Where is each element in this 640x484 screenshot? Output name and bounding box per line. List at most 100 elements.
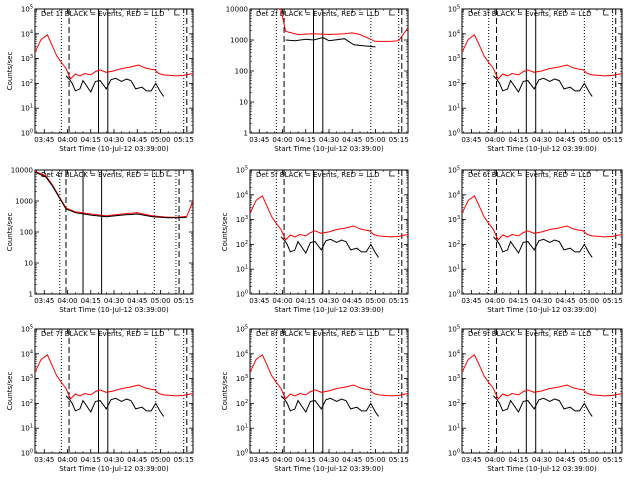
series-events-line: [493, 395, 593, 417]
x-axis-label: Start Time (10-Jul-12 03:39:00): [59, 306, 169, 314]
y-axis-label: Counts/sec: [221, 213, 229, 252]
series-lld-line: [462, 354, 622, 400]
series-lld-line: [462, 195, 622, 241]
y-tick-label: 101: [236, 265, 248, 274]
y-tick-label: 105: [236, 166, 248, 175]
y-tick-label: 103: [236, 215, 248, 224]
y-axis-label: Counts/sec: [221, 372, 229, 411]
x-tick-label: 05:15: [602, 136, 622, 144]
flag-mark: [603, 330, 609, 336]
flag-mark: [389, 10, 395, 16]
x-axis-label: Start Time (10-Jul-12 03:39:00): [487, 306, 597, 314]
x-tick-label: 05:00: [150, 456, 170, 464]
x-axis-label: Start Time (10-Jul-12 03:39:00): [59, 145, 169, 153]
flag-mark: [174, 10, 180, 16]
y-tick-label: 100: [236, 290, 248, 299]
x-tick-label: 03:45: [249, 456, 269, 464]
y-tick-label: 102: [448, 240, 460, 249]
x-tick-label: 05:00: [150, 297, 170, 305]
chart-title: Det 4f BLACK = Events, RED = LLD: [41, 171, 164, 179]
x-tick-label: 05:00: [150, 136, 170, 144]
series-events-line: [493, 75, 593, 97]
x-tick-label: 04:00: [485, 297, 505, 305]
x-tick-label: 05:00: [365, 297, 385, 305]
y-tick-label: 103: [448, 374, 460, 383]
y-tick-label: 100: [235, 68, 248, 76]
series-events-line: [65, 395, 165, 417]
x-tick-label: 04:45: [342, 456, 362, 464]
y-tick-label: 1000: [230, 37, 248, 45]
x-tick-label: 04:15: [508, 297, 528, 305]
flag-mark: [166, 171, 173, 177]
x-tick-label: 03:45: [34, 456, 54, 464]
x-axis-label: Start Time (10-Jul-12 03:39:00): [487, 465, 597, 473]
y-tick-label: 103: [21, 54, 33, 63]
x-tick-label: 05:00: [579, 456, 599, 464]
x-tick-label: 03:45: [461, 136, 481, 144]
flag-mark: [389, 171, 395, 177]
x-tick-label: 04:30: [532, 297, 552, 305]
y-tick-label: 102: [21, 79, 33, 88]
x-tick-label: 04:15: [296, 456, 316, 464]
y-tick-label: 105: [448, 5, 460, 14]
y-tick-label: 100: [448, 449, 460, 458]
y-tick-label: 100: [21, 129, 33, 138]
flag-mark: [603, 171, 609, 177]
series-lld-line: [250, 195, 408, 241]
y-tick-label: 104: [236, 349, 248, 358]
y-tick-label: 105: [448, 325, 460, 334]
x-tick-label: 04:30: [319, 136, 339, 144]
x-tick-label: 04:30: [104, 456, 124, 464]
series-lld-line: [35, 34, 193, 80]
y-tick-label: 104: [448, 349, 460, 358]
y-axis-label: Counts/sec: [6, 213, 14, 252]
series-events-line: [65, 75, 165, 97]
flag-mark: [174, 330, 180, 336]
x-tick-label: 04:45: [342, 297, 362, 305]
x-tick-label: 04:00: [272, 456, 292, 464]
x-tick-label: 04:00: [57, 136, 77, 144]
y-tick-label: 102: [236, 240, 248, 249]
y-tick-label: 103: [21, 374, 33, 383]
plot-frame: [249, 8, 409, 134]
y-tick-label: 100: [448, 290, 460, 299]
y-tick-label: 102: [236, 399, 248, 408]
x-tick-label: 04:45: [555, 136, 575, 144]
y-tick-label: 10: [24, 260, 33, 268]
y-tick-label: 100: [20, 229, 33, 237]
x-tick-label: 03:45: [34, 136, 54, 144]
x-tick-label: 04:00: [272, 136, 292, 144]
x-tick-label: 05:00: [365, 136, 385, 144]
series-lld-line: [277, 9, 408, 42]
x-axis-label: Start Time (10-Jul-12 03:39:00): [59, 465, 169, 473]
x-tick-label: 05:15: [174, 297, 194, 305]
series-events-line: [285, 36, 376, 48]
series-events-line: [493, 236, 593, 258]
x-tick-label: 05:15: [602, 456, 622, 464]
y-tick-label: 104: [21, 349, 33, 358]
y-tick-label: 10: [239, 99, 248, 107]
x-tick-label: 04:00: [57, 456, 77, 464]
x-tick-label: 04:15: [296, 297, 316, 305]
x-tick-label: 04:45: [127, 297, 147, 305]
y-tick-label: 1: [29, 291, 33, 299]
x-tick-label: 03:45: [34, 297, 54, 305]
x-tick-label: 04:00: [485, 456, 505, 464]
chart-title: Det 5f BLACK = Events, RED = LLD: [256, 171, 379, 179]
series-events-line: [35, 171, 187, 219]
y-tick-label: 101: [21, 104, 33, 113]
x-tick-label: 04:15: [81, 456, 101, 464]
y-tick-label: 103: [448, 215, 460, 224]
x-tick-label: 04:30: [104, 136, 124, 144]
y-tick-label: 103: [448, 54, 460, 63]
y-tick-label: 105: [21, 5, 33, 14]
x-tick-label: 04:15: [81, 297, 101, 305]
x-tick-label: 04:00: [272, 297, 292, 305]
x-tick-label: 03:45: [249, 136, 269, 144]
chart-title: Det 3f BLACK = Events, RED = LLD: [468, 10, 591, 18]
y-tick-label: 100: [236, 449, 248, 458]
x-tick-label: 04:45: [555, 456, 575, 464]
chart-title: Det 1f BLACK = Events, RED = LLD: [41, 10, 164, 18]
y-tick-label: 104: [236, 190, 248, 199]
